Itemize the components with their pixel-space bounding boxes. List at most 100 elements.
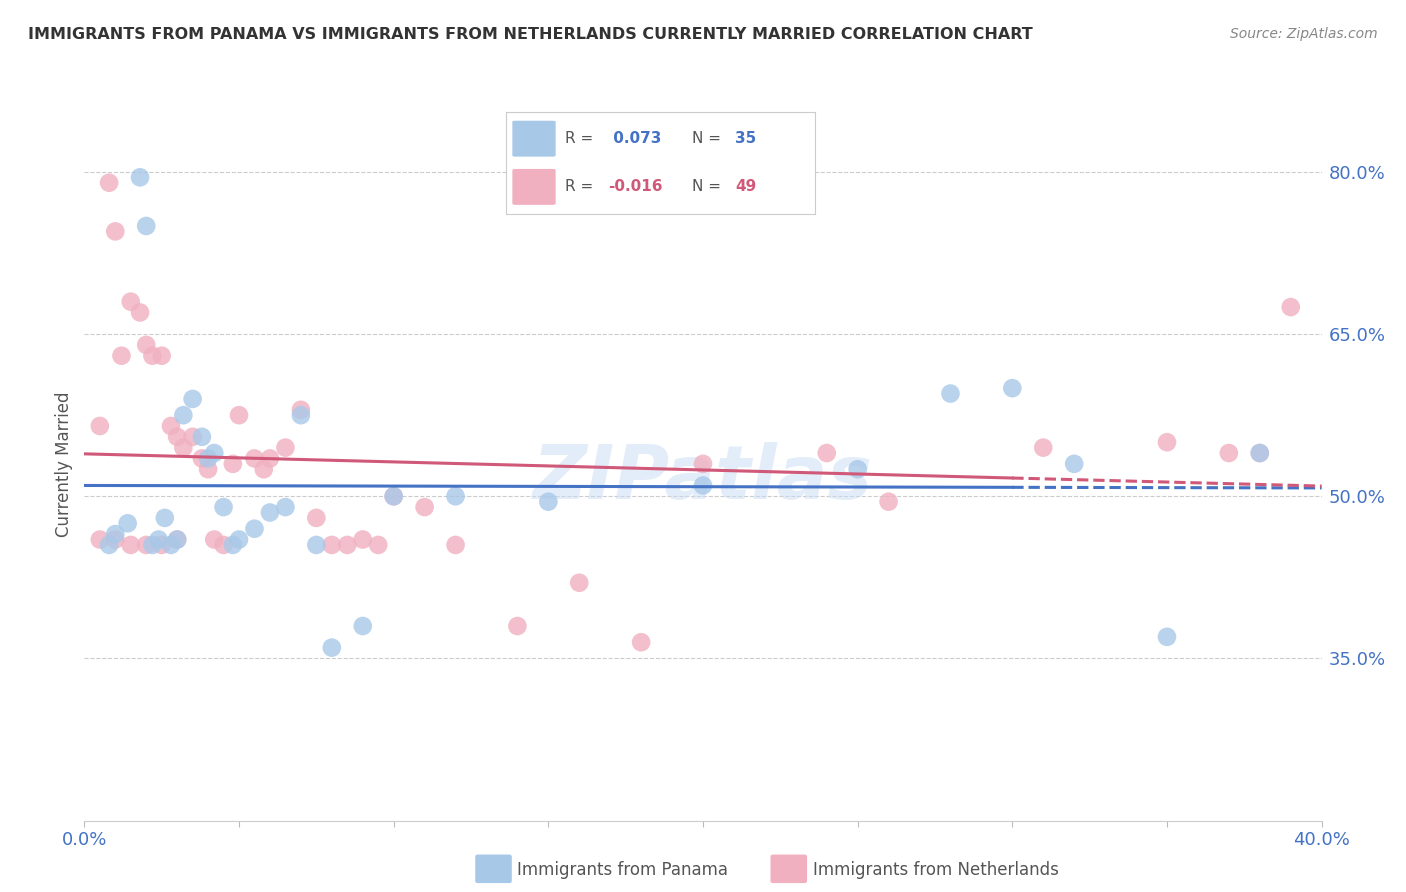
Point [153, 511, 176, 525]
Point [166, 430, 188, 444]
Point [202, 446, 225, 460]
Point [197, 451, 219, 466]
Point [104, 527, 127, 541]
Text: N =: N = [692, 130, 725, 145]
Y-axis label: Currently Married: Currently Married [55, 391, 73, 537]
Point [537, 494, 560, 508]
Point [141, 349, 163, 363]
Point [382, 489, 405, 503]
Point [259, 451, 281, 466]
Point [815, 446, 838, 460]
Point [212, 538, 235, 552]
Point [117, 516, 139, 531]
Text: R =: R = [565, 130, 598, 145]
Point [150, 538, 173, 552]
Point [1001, 381, 1024, 395]
Point [1218, 446, 1240, 460]
Point [259, 506, 281, 520]
Point [150, 349, 173, 363]
Point [1032, 441, 1054, 455]
FancyBboxPatch shape [512, 169, 555, 205]
Point [305, 511, 328, 525]
Point [939, 386, 962, 401]
Text: Source: ZipAtlas.com: Source: ZipAtlas.com [1230, 27, 1378, 41]
Point [1156, 630, 1178, 644]
Point [228, 408, 250, 422]
Point [506, 619, 529, 633]
Point [197, 462, 219, 476]
Point [877, 494, 900, 508]
Text: 35: 35 [735, 130, 756, 145]
Point [166, 533, 188, 547]
Point [243, 451, 266, 466]
Point [367, 538, 389, 552]
Point [98, 176, 121, 190]
Point [222, 538, 245, 552]
Point [120, 294, 142, 309]
Point [243, 522, 266, 536]
Point [1279, 300, 1302, 314]
Point [166, 533, 188, 547]
Point [444, 538, 467, 552]
Point [692, 478, 714, 492]
Point [305, 538, 328, 552]
Point [413, 500, 436, 514]
Point [89, 419, 111, 434]
Point [129, 305, 152, 319]
Point [191, 430, 214, 444]
Point [160, 419, 183, 434]
Point [104, 224, 127, 238]
Point [382, 489, 405, 503]
Point [630, 635, 652, 649]
Point [135, 338, 157, 352]
Point [135, 219, 157, 233]
Point [191, 451, 214, 466]
Point [568, 575, 591, 590]
Point [160, 538, 183, 552]
Point [274, 500, 297, 514]
Point [290, 402, 312, 417]
FancyBboxPatch shape [512, 120, 555, 157]
Text: Immigrants from Panama: Immigrants from Panama [517, 861, 728, 879]
Point [1063, 457, 1085, 471]
Text: -0.016: -0.016 [609, 179, 662, 194]
Point [110, 349, 132, 363]
Point [172, 441, 194, 455]
Point [1156, 435, 1178, 450]
Point [181, 430, 204, 444]
Point [141, 538, 163, 552]
Point [129, 170, 152, 185]
Text: 0.073: 0.073 [609, 130, 662, 145]
Point [1249, 446, 1271, 460]
Text: Immigrants from Netherlands: Immigrants from Netherlands [813, 861, 1059, 879]
Point [1249, 446, 1271, 460]
Text: R =: R = [565, 179, 598, 194]
Point [89, 533, 111, 547]
Point [336, 538, 359, 552]
Point [181, 392, 204, 406]
Text: 49: 49 [735, 179, 756, 194]
Point [253, 462, 276, 476]
Point [135, 538, 157, 552]
Text: IMMIGRANTS FROM PANAMA VS IMMIGRANTS FROM NETHERLANDS CURRENTLY MARRIED CORRELAT: IMMIGRANTS FROM PANAMA VS IMMIGRANTS FRO… [28, 27, 1033, 42]
Text: ZIPatlas: ZIPatlas [533, 442, 873, 515]
Point [846, 462, 869, 476]
Point [321, 538, 343, 552]
Point [692, 457, 714, 471]
Point [352, 533, 374, 547]
Point [98, 538, 121, 552]
Point [274, 441, 297, 455]
Point [321, 640, 343, 655]
Point [148, 533, 170, 547]
Point [212, 500, 235, 514]
Point [222, 457, 245, 471]
Point [172, 408, 194, 422]
Text: N =: N = [692, 179, 725, 194]
Point [290, 408, 312, 422]
Point [202, 533, 225, 547]
Point [104, 533, 127, 547]
Point [120, 538, 142, 552]
Point [444, 489, 467, 503]
Point [352, 619, 374, 633]
Point [228, 533, 250, 547]
